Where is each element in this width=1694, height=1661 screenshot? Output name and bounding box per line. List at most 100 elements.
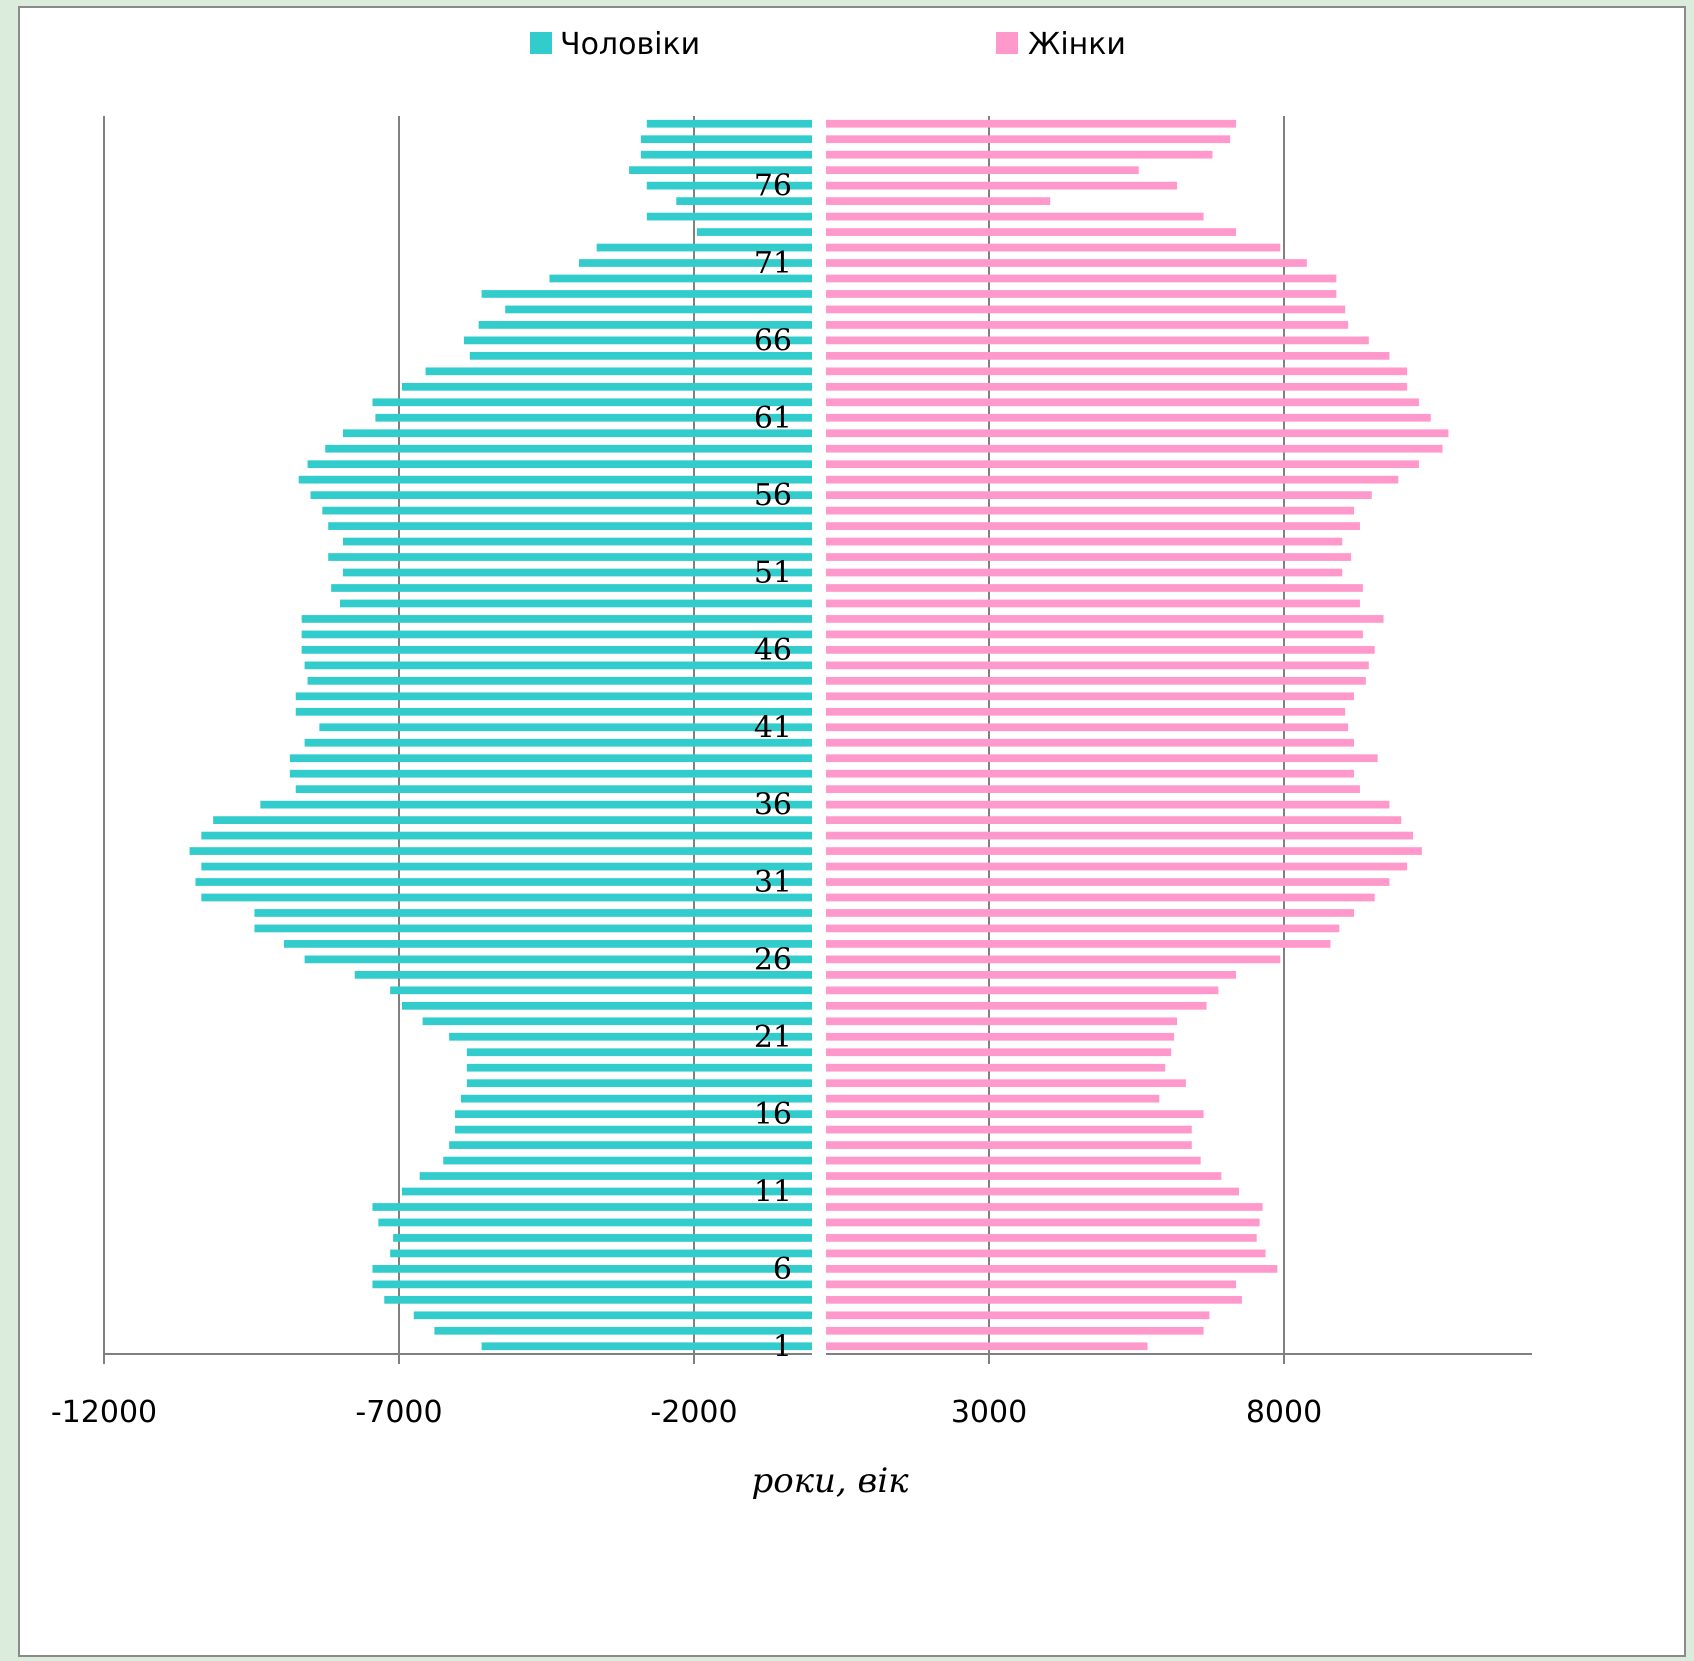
bar-men-age-71 [578,259,812,267]
bar-men-age-2 [434,1326,812,1335]
bar-women-age-70 [826,274,1337,283]
bar-men-age-66 [463,336,812,345]
men-bars [189,119,813,1351]
bar-men-age-27 [283,940,812,948]
bar-women-age-11 [826,1187,1239,1196]
bar-women-age-6 [826,1265,1278,1273]
legend-swatch-women [996,32,1018,54]
legend-label-women: Жінки [1028,27,1126,62]
bar-women-age-30 [826,893,1375,902]
x-tick-label: 8000 [1246,1395,1322,1430]
bar-women-age-49 [826,599,1360,608]
bar-women-age-62 [826,398,1419,407]
bar-women-age-51 [826,568,1343,577]
bar-men-age-65 [469,351,812,360]
bar-women-age-58 [826,460,1419,469]
bar-men-age-23 [401,1001,812,1010]
bar-women-age-71 [826,259,1307,267]
bar-men-age-17 [460,1094,812,1103]
bar-women-age-20 [826,1048,1172,1057]
bar-men-age-51 [342,568,812,577]
bar-women-age-35 [826,816,1402,824]
bar-men-age-62 [372,398,812,407]
bar-men-age-39 [289,754,813,763]
bar-men-age-56 [310,491,812,500]
bar-women-age-78 [826,150,1213,159]
legend: Чоловіки Жінки [530,27,1126,62]
bar-men-age-20 [466,1048,812,1057]
bar-women-age-15 [826,1125,1192,1134]
bar-women-age-10 [826,1203,1263,1211]
bar-men-age-24 [390,986,812,995]
bar-men-age-26 [304,955,812,964]
bar-men-age-55 [322,506,812,515]
bar-men-age-40 [304,738,812,747]
bar-women-age-19 [826,1063,1166,1072]
bar-men-age-46 [301,646,812,654]
age-label: 11 [754,1175,792,1210]
bar-women-age-29 [826,909,1355,917]
age-label: 56 [754,478,792,513]
bar-men-age-69 [481,290,812,298]
bar-women-age-4 [826,1295,1242,1304]
bar-men-age-11 [401,1187,812,1196]
bar-men-age-3 [413,1311,812,1320]
bar-women-age-24 [826,986,1219,995]
bar-women-age-48 [826,615,1384,623]
bar-women-age-45 [826,661,1369,670]
bar-women-age-25 [826,970,1237,979]
bar-men-age-77 [629,166,812,175]
bar-men-age-15 [455,1125,812,1134]
bar-men-age-21 [449,1032,812,1041]
bar-men-age-19 [466,1063,812,1072]
bar-women-age-14 [826,1141,1192,1149]
bar-women-age-37 [826,785,1360,794]
bar-men-age-73 [696,228,812,236]
bar-men-age-50 [331,584,812,592]
bar-women-age-44 [826,676,1366,685]
age-label: 26 [754,942,792,977]
bar-men-age-79 [640,135,812,144]
bar-women-age-38 [826,769,1355,778]
bar-men-age-78 [640,150,812,159]
bar-women-age-9 [826,1218,1260,1227]
bar-men-age-12 [419,1172,812,1180]
age-label: 1 [773,1329,792,1364]
bar-men-age-41 [319,723,812,732]
bar-women-age-80 [826,119,1237,128]
age-label: 36 [754,788,792,823]
bar-men-age-30 [201,893,813,902]
bar-women-age-67 [826,321,1349,329]
bar-men-age-57 [298,475,812,484]
x-tick-label: -12000 [51,1395,157,1430]
age-label: 41 [754,710,792,745]
bar-men-age-49 [340,599,812,608]
bar-men-age-34 [201,831,813,840]
bar-women-age-5 [826,1280,1237,1289]
bar-men-age-33 [189,847,813,855]
bar-women-age-64 [826,367,1408,376]
bar-women-age-18 [826,1079,1186,1088]
bar-men-age-44 [307,676,812,685]
legend-swatch-men [530,32,552,54]
bar-women-age-41 [826,723,1349,732]
bar-men-age-43 [295,692,812,701]
bar-men-age-58 [307,460,812,469]
bar-men-age-14 [449,1141,812,1149]
bar-women-age-63 [826,382,1408,391]
bar-men-age-5 [372,1280,812,1289]
x-tick-label: -2000 [650,1395,737,1430]
bar-women-age-40 [826,738,1355,747]
x-tick-labels: -12000 -7000 -2000 3000 8000 [51,1395,1322,1430]
age-label: 71 [754,246,792,281]
bar-men-age-32 [201,862,813,871]
bar-men-age-54 [328,522,812,530]
bar-women-age-2 [826,1326,1204,1335]
bar-men-age-63 [401,382,812,391]
bar-men-age-7 [390,1249,812,1258]
x-axis [103,1353,1532,1364]
bar-women-age-56 [826,491,1372,500]
bar-women-age-23 [826,1001,1207,1010]
